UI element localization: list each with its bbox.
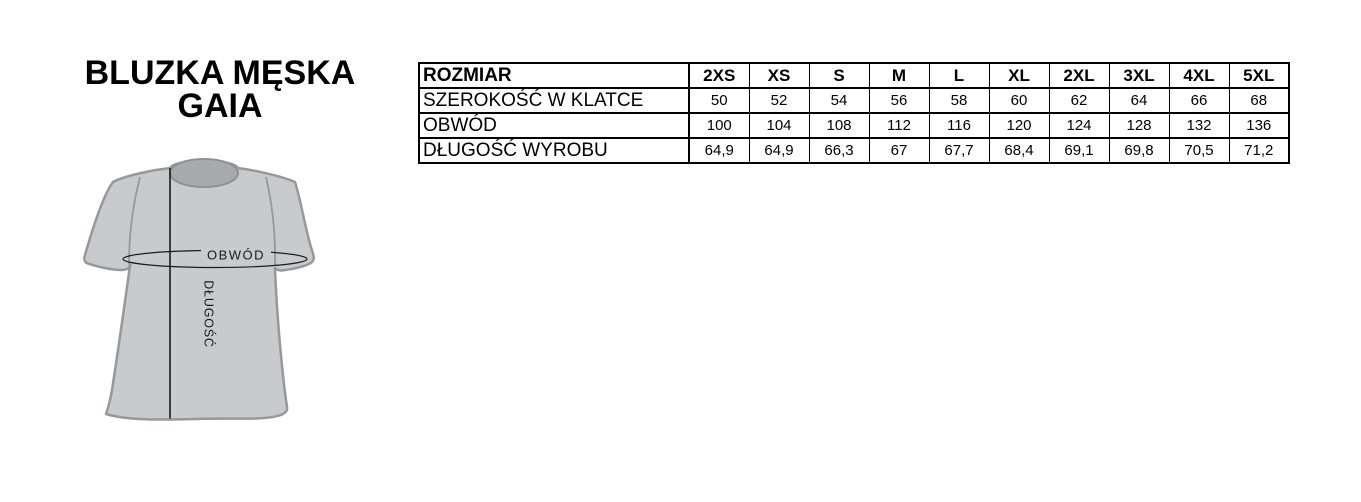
size-value: 56 bbox=[868, 87, 930, 114]
size-value: 64 bbox=[1108, 87, 1170, 114]
chest-label: OBWÓD bbox=[207, 248, 265, 263]
size-value: 136 bbox=[1228, 112, 1290, 139]
measurement-row: OBWÓD 100 104 108 112 116 120 124 128 132 136 bbox=[418, 112, 1290, 139]
size-value: 60 bbox=[988, 87, 1050, 114]
size-table: ROZMIAR 2XS XS S M L XL 2XL 3XL 4XL 5XL SZEROKOŚĆ W… bbox=[418, 62, 1290, 164]
size-value: 128 bbox=[1108, 112, 1170, 139]
size-value: 67,7 bbox=[928, 137, 990, 164]
size-value: 71,2 bbox=[1228, 137, 1290, 164]
size-value: 52 bbox=[748, 87, 810, 114]
size-value: 69,1 bbox=[1048, 137, 1110, 164]
size-value: 66,3 bbox=[808, 137, 870, 164]
sleeve-seam-left bbox=[128, 176, 141, 265]
size-value: 66 bbox=[1168, 87, 1230, 114]
size-column-header: M bbox=[868, 62, 930, 89]
size-column-header: 3XL bbox=[1108, 62, 1170, 89]
tshirt-diagram: OBWÓD DŁUGOŚĆ bbox=[83, 158, 315, 421]
measurement-row-label: SZEROKOŚĆ W KLATCE bbox=[418, 87, 690, 114]
size-column-header: 2XL bbox=[1048, 62, 1110, 89]
size-column-header: S bbox=[808, 62, 870, 89]
size-value: 62 bbox=[1048, 87, 1110, 114]
product-title: BLUZKA MĘSKA GAIA bbox=[55, 54, 385, 125]
size-value: 68,4 bbox=[988, 137, 1050, 164]
size-value: 100 bbox=[688, 112, 750, 139]
product-title-line2: GAIA bbox=[177, 87, 263, 125]
size-value: 67 bbox=[868, 137, 930, 164]
size-value: 112 bbox=[868, 112, 930, 139]
size-value: 64,9 bbox=[748, 137, 810, 164]
size-column-header: XL bbox=[988, 62, 1050, 89]
size-value: 132 bbox=[1168, 112, 1230, 139]
size-value: 70,5 bbox=[1168, 137, 1230, 164]
tshirt-body bbox=[83, 159, 315, 421]
size-value: 120 bbox=[988, 112, 1050, 139]
size-table-header-label: ROZMIAR bbox=[418, 62, 690, 89]
chest-label-backdrop bbox=[201, 247, 271, 260]
size-value: 58 bbox=[928, 87, 990, 114]
collar bbox=[169, 158, 239, 188]
measurement-row: DŁUGOŚĆ WYROBU 64,9 64,9 66,3 67 67,7 68,4 69,1… bbox=[418, 137, 1290, 164]
size-value: 64,9 bbox=[688, 137, 750, 164]
sleeve-seam-right bbox=[265, 176, 276, 267]
product-title-line1: BLUZKA MĘSKA bbox=[84, 54, 356, 92]
size-value: 108 bbox=[808, 112, 870, 139]
size-column-header: 4XL bbox=[1168, 62, 1230, 89]
size-value: 104 bbox=[748, 112, 810, 139]
length-label: DŁUGOŚĆ bbox=[202, 280, 217, 347]
size-value: 50 bbox=[688, 87, 750, 114]
measurement-row-label: OBWÓD bbox=[418, 112, 690, 139]
measurement-row-label: DŁUGOŚĆ WYROBU bbox=[418, 137, 690, 164]
size-value: 116 bbox=[928, 112, 990, 139]
size-column-header: XS bbox=[748, 62, 810, 89]
size-column-header: 2XS bbox=[688, 62, 750, 89]
measurement-row: SZEROKOŚĆ W KLATCE 50 52 54 56 58 60 62 64 66 68 bbox=[418, 87, 1290, 114]
size-value: 124 bbox=[1048, 112, 1110, 139]
size-column-header: L bbox=[928, 62, 990, 89]
size-table-header-row: ROZMIAR 2XS XS S M L XL 2XL 3XL 4XL 5XL bbox=[418, 62, 1290, 89]
size-value: 69,8 bbox=[1108, 137, 1170, 164]
size-column-header: 5XL bbox=[1228, 62, 1290, 89]
size-value: 68 bbox=[1228, 87, 1290, 114]
size-value: 54 bbox=[808, 87, 870, 114]
